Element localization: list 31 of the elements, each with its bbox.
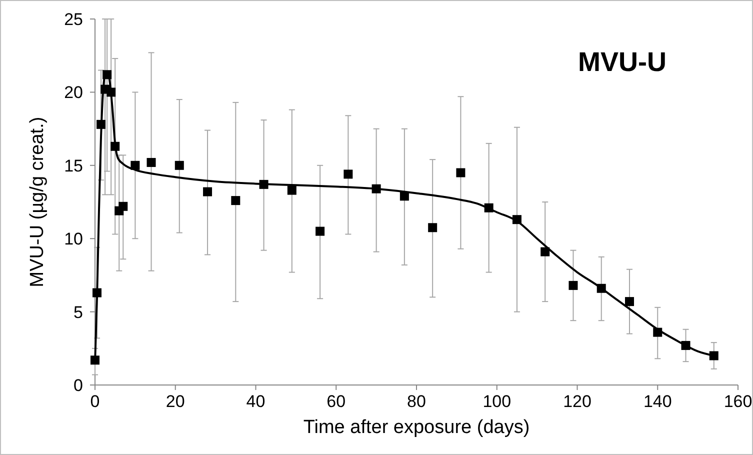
point (540, 247, 550, 256)
point (174, 160, 184, 170)
y-tick-label: 25 (64, 10, 83, 29)
y-tick-label: 0 (74, 376, 83, 395)
point (428, 223, 438, 232)
point (146, 158, 156, 167)
point (287, 186, 296, 195)
x-tick-label: 20 (166, 392, 185, 411)
x-tick-label: 120 (563, 392, 592, 411)
y-tick-label: 15 (64, 156, 83, 176)
text: MVU-U (578, 47, 667, 77)
point (231, 196, 240, 206)
x-tick-label: 100 (482, 392, 512, 411)
x-tick-label: 0 (90, 392, 100, 411)
point (316, 226, 325, 236)
x-tick-label: 80 (407, 392, 426, 411)
point (118, 202, 128, 211)
x-tick-label: 40 (246, 392, 266, 411)
x-tick-label: 160 (724, 392, 752, 411)
y-tick-label: 20 (64, 83, 83, 102)
point (568, 280, 578, 290)
y-tick-label: 10 (64, 230, 83, 249)
point (203, 187, 212, 196)
x-tick-label: 60 (326, 392, 346, 411)
point (624, 297, 634, 306)
y-tick-label: 5 (74, 302, 83, 322)
y-axis-title: MVU-U (µg/g creat.) (27, 116, 48, 288)
x-tick-label: 140 (643, 392, 672, 411)
point (344, 170, 353, 179)
point (456, 168, 466, 178)
x-axis-title: Time after exposure (days) (303, 417, 530, 438)
